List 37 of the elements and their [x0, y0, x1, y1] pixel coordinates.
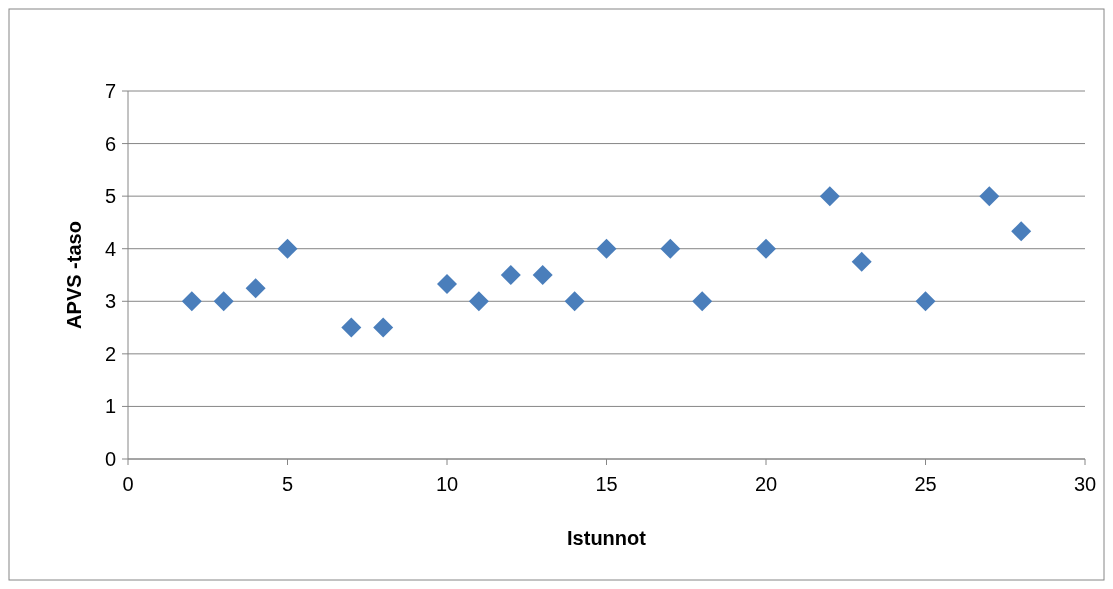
point [564, 291, 585, 312]
y-axis-title: APVS -taso [63, 221, 85, 329]
point [979, 186, 1000, 207]
point [500, 265, 521, 285]
x-tick-label: 10 [435, 473, 459, 495]
point [181, 291, 202, 312]
x-tick-label: 20 [754, 473, 778, 495]
point [756, 238, 776, 259]
y-tick-label: 3 [104, 290, 116, 313]
y-tick-label: 6 [104, 132, 116, 155]
x-tick-label: 25 [914, 473, 937, 495]
x-tick-label: 30 [1073, 473, 1097, 495]
point [1011, 221, 1032, 242]
point [437, 273, 457, 294]
point [660, 238, 681, 259]
point [532, 265, 553, 285]
x-tick-label: 15 [595, 473, 618, 495]
point [819, 186, 840, 207]
point [341, 317, 362, 338]
x-tick-label: 5 [281, 473, 294, 495]
y-tick-label: 5 [104, 185, 116, 208]
point [277, 238, 298, 259]
point [851, 251, 872, 272]
y-tick-label: 0 [104, 448, 116, 470]
y-tick-label: 4 [104, 237, 116, 260]
y-tick-label: 2 [104, 342, 116, 365]
x-axis-title: Istunnot [567, 527, 647, 549]
point [245, 278, 266, 299]
point [692, 291, 713, 312]
point [915, 291, 936, 312]
point [373, 317, 394, 338]
x-tick-label: 0 [122, 473, 134, 495]
point [468, 291, 489, 312]
y-tick-label: 1 [104, 395, 116, 418]
point [213, 291, 234, 312]
point [596, 238, 617, 259]
y-tick-label: 7 [104, 80, 116, 102]
